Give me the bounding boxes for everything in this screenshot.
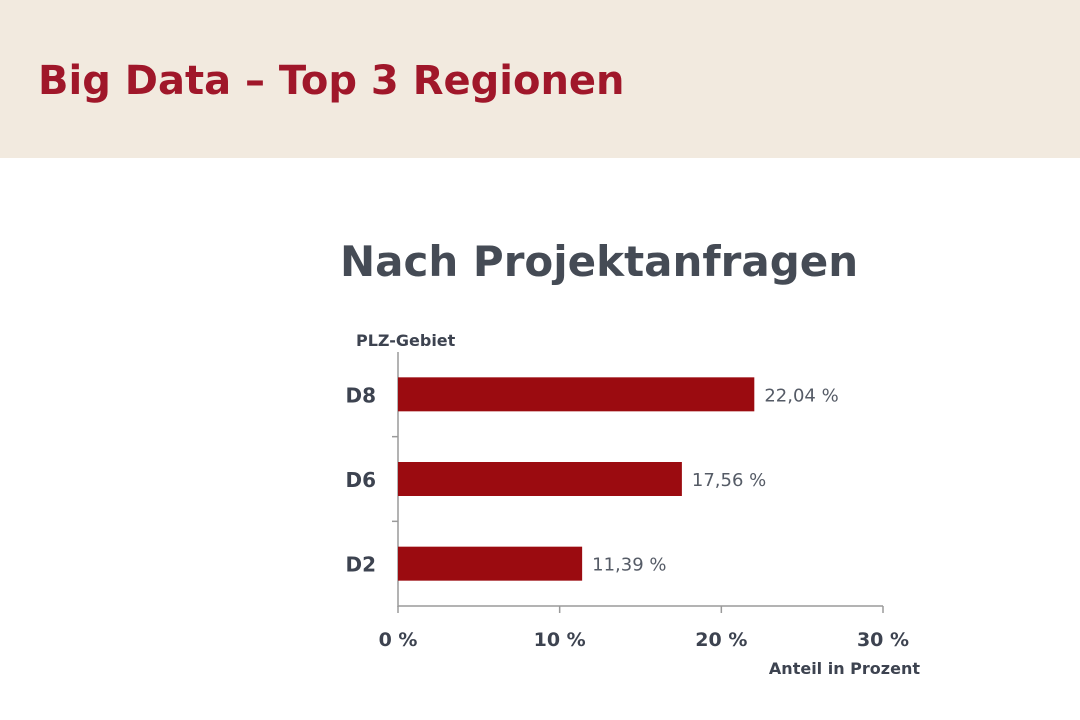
y-axis-label: PLZ-Gebiet	[356, 331, 456, 350]
bar-d8	[398, 377, 755, 412]
category-label: D6	[345, 468, 376, 492]
x-tick-label: 10 %	[534, 629, 586, 651]
x-tick-label: 20 %	[695, 629, 747, 651]
slide-title: Big Data – Top 3 Regionen	[38, 58, 625, 104]
category-label: D2	[345, 553, 376, 577]
header-band	[0, 0, 1080, 158]
value-label: 22,04 %	[764, 385, 838, 406]
chart-marks: D8 22,04 % D6 17,56 % D2 11,39 % 0 % 10 % 20 % 30…	[345, 377, 909, 651]
x-tick-label: 0 %	[379, 629, 418, 651]
value-label: 17,56 %	[692, 470, 766, 491]
bar-d6	[398, 462, 682, 496]
chart-title: Nach Projektanfragen	[340, 237, 859, 286]
value-label: 11,39 %	[592, 555, 666, 576]
category-label: D8	[345, 383, 376, 407]
bar-d2	[398, 546, 583, 581]
x-tick-label: 30 %	[857, 629, 909, 651]
x-axis-label: Anteil in Prozent	[769, 659, 920, 678]
